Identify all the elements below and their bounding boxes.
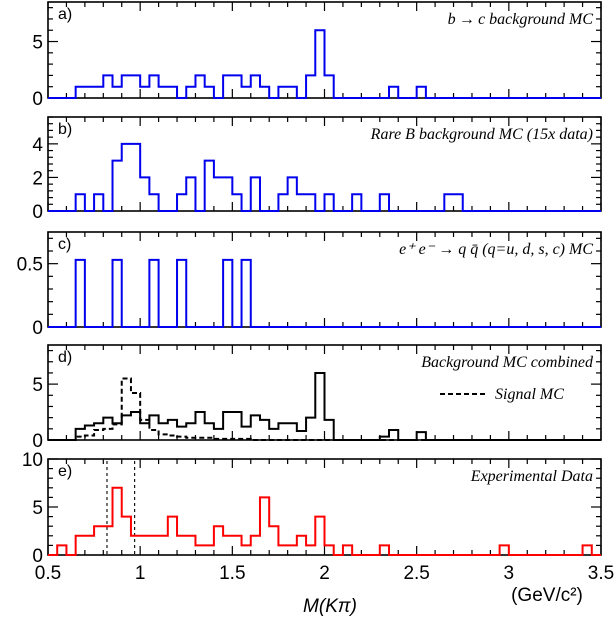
y-tick-label: 0 — [32, 202, 43, 223]
x-axis: 0.5 1 1.5 2 2.5 3 3.5 M(Kπ) (GeV/c²) — [35, 563, 614, 617]
histogram-series — [48, 29, 601, 99]
histogram-series — [48, 258, 601, 328]
y-tick-label: 5 — [32, 33, 43, 54]
y-tick-label: 0 — [32, 431, 43, 452]
legend-label: Signal MC — [495, 386, 564, 403]
y-tick-label: 4 — [32, 135, 43, 156]
panel-b: 0 2 4 b) Rare B background MC (15x data) — [32, 116, 602, 223]
y-tick-label: 0 — [32, 546, 43, 567]
panel-tag: e) — [58, 463, 72, 480]
y-tick-label: 0 — [32, 89, 43, 110]
x-tick-label: 3 — [504, 563, 515, 584]
x-tick-label: 2.5 — [403, 563, 429, 584]
panel-title: b → c background MC — [448, 11, 594, 28]
x-tick-label: 1.5 — [219, 563, 245, 584]
y-tick-label: 10 — [22, 450, 43, 471]
panel-title: Experimental Data — [470, 468, 593, 485]
x-tick-labels: 0.5 1 1.5 2 2.5 3 3.5 — [35, 563, 614, 584]
x-tick-label: 1 — [135, 563, 146, 584]
panel-title: e⁺ e⁻ → q q̄ (q=u, d, s, c) MC — [399, 241, 593, 258]
panel-a: 0 5 a) b → c background MC — [32, 1, 602, 110]
x-tick-label: 0.5 — [35, 563, 61, 584]
histogram-series — [48, 486, 601, 556]
y-tick-label: 2 — [32, 168, 43, 189]
x-tick-label: 3.5 — [588, 563, 614, 584]
panel-tag: a) — [58, 6, 72, 23]
panel-d: 0 5 d) Background MC combined Signal MC — [32, 344, 602, 452]
y-tick-label: 0 — [32, 318, 43, 339]
panel-tag: b) — [58, 121, 72, 138]
panel-title: Background MC combined — [421, 354, 594, 371]
panels: 0 5 a) b → c background MC 0 2 4 b) Rare B backg… — [17, 1, 602, 567]
histogram-series — [48, 371, 601, 441]
panel-e: 0 5 10 e) Experimental Data — [22, 450, 602, 567]
y-tick-label: 0.5 — [17, 255, 43, 276]
panel-tag: d) — [58, 349, 72, 366]
x-axis-unit-label: (GeV/c²) — [511, 585, 583, 606]
histogram-series — [48, 142, 601, 212]
panel-c: 0 0.5 c) e⁺ e⁻ → q q̄ (q=u, d, s, c) MC — [17, 231, 602, 339]
x-axis-label: M(Kπ) — [303, 596, 357, 617]
signal-histogram — [48, 377, 601, 441]
panel-tag: c) — [58, 236, 71, 253]
y-tick-label: 5 — [32, 498, 43, 519]
x-tick-label: 2 — [319, 563, 330, 584]
panel-title: Rare B background MC (15x data) — [370, 126, 593, 143]
y-tick-label: 5 — [32, 375, 43, 396]
